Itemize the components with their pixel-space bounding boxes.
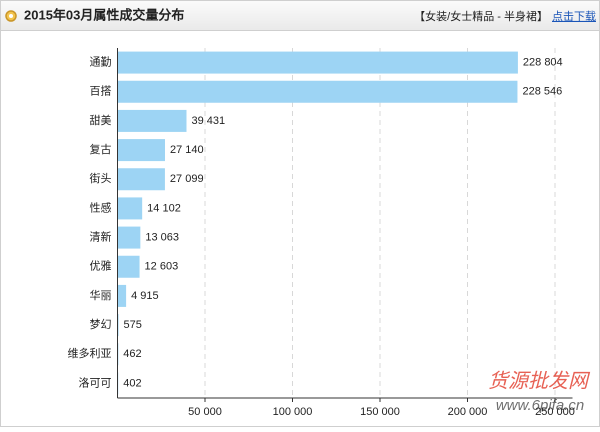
y-tick-label: 复古 [90, 142, 112, 156]
value-label: 39 431 [192, 115, 226, 127]
bar [117, 80, 518, 103]
value-label: 14 102 [147, 202, 181, 214]
value-label: 402 [123, 377, 141, 389]
x-tick-label: 250 000 [535, 406, 575, 418]
bar [117, 168, 165, 191]
bar [117, 284, 127, 307]
y-tick-label: 洛可可 [79, 375, 112, 389]
value-label: 575 [124, 319, 142, 331]
x-tick-label: 150 000 [360, 406, 400, 418]
x-tick-label: 200 000 [448, 406, 488, 418]
header-bar [0, 0, 600, 31]
bar [117, 314, 119, 337]
y-tick-label: 维多利亚 [68, 346, 112, 360]
value-label: 27 099 [170, 173, 204, 185]
bar [117, 255, 140, 278]
x-tick-label: 50 000 [188, 406, 222, 418]
value-label: 27 140 [170, 144, 204, 156]
y-tick-label: 性感 [90, 200, 112, 214]
y-tick-label: 华丽 [90, 288, 112, 302]
download-link[interactable]: 点击下载 [552, 10, 596, 23]
bar [117, 197, 143, 220]
y-tick-label: 优雅 [90, 259, 112, 273]
y-tick-label: 梦幻 [90, 318, 112, 331]
watermark: 货源批发网 [488, 370, 591, 392]
page-title: 2015年03月属性成交量分布 [24, 7, 184, 22]
x-tick-label: 100 000 [273, 406, 313, 418]
bar [117, 51, 518, 74]
category-label: 【女装/女士精品 - 半身裙】 [414, 9, 548, 23]
plot: 50 000 100 000 150 000 200 000 250 000 通勤 228 … [68, 48, 575, 418]
value-label: 462 [123, 348, 141, 360]
bar [117, 139, 165, 162]
value-label: 12 603 [145, 261, 179, 273]
y-tick-label: 百搭 [90, 85, 112, 98]
value-label: 228 546 [522, 86, 562, 98]
bar [117, 109, 187, 132]
y-tick-label: 街头 [90, 171, 112, 185]
y-tick-label: 甜美 [90, 114, 112, 127]
header-icon [9, 14, 13, 18]
value-label: 13 063 [145, 231, 179, 243]
y-tick-label: 通勤 [90, 55, 112, 68]
value-label: 4 915 [131, 290, 159, 302]
y-tick-label: 清新 [90, 229, 112, 243]
bar [117, 226, 141, 249]
watermark: www.6pifa.cn [496, 397, 584, 414]
value-label: 228 804 [523, 56, 563, 68]
